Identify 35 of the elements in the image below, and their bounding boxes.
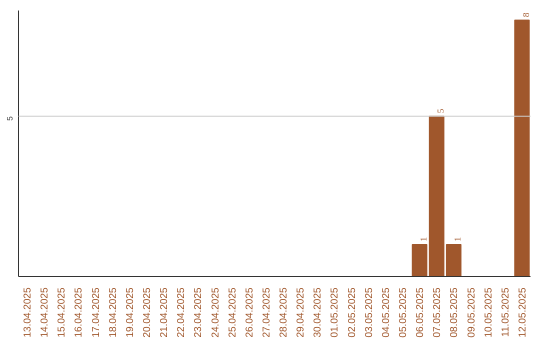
x-tick-label: 01.05.2025 [330,287,341,338]
x-tick-label: 06.05.2025 [415,287,426,338]
x-tick-label: 12.05.2025 [517,287,528,338]
x-tick-label: 29.04.2025 [296,287,307,338]
x-tick-label: 18.04.2025 [108,287,119,338]
x-tick-label: 27.04.2025 [261,287,272,338]
data-label: 1 [418,236,429,242]
x-tick-label: 24.04.2025 [210,287,222,338]
x-tick-label: 05.05.2025 [398,287,409,338]
data-label: 1 [452,236,463,242]
data-label: 5 [436,108,446,114]
x-tick-label: 20.04.2025 [142,287,153,338]
x-tick-label: 25.04.2025 [227,287,238,338]
x-tick-label: 26.04.2025 [244,287,256,338]
x-tick-label: 21.04.2025 [159,287,170,338]
x-tick-label: 07.05.2025 [432,287,444,338]
x-tick-label: 09.05.2025 [466,287,478,338]
data-label: 8 [520,12,531,18]
x-tick-label: 14.04.2025 [40,287,51,338]
ref-line-label: 5 [6,116,14,121]
x-tick-label: 02.05.2025 [346,287,358,338]
x-tick-label: 10.05.2025 [483,287,494,338]
x-tick-label: 28.04.2025 [278,287,290,338]
x-tick-label: 15.04.2025 [56,287,68,338]
x-tick-label: 19.04.2025 [124,287,136,338]
x-tick-label: 11.05.2025 [500,287,512,337]
x-tick-label: 30.04.2025 [312,287,324,338]
x-tick-label: 04.05.2025 [380,287,392,338]
x-tick-label: 08.05.2025 [449,287,460,338]
x-tick-label: 17.04.2025 [90,287,102,338]
x-tick-label: 13.04.2025 [22,287,34,338]
x-tick-label: 23.04.2025 [193,287,204,338]
x-tick-label: 22.04.2025 [176,287,188,338]
x-tick-label: 16.04.2025 [74,287,85,338]
x-tick-label: 03.05.2025 [364,287,375,338]
